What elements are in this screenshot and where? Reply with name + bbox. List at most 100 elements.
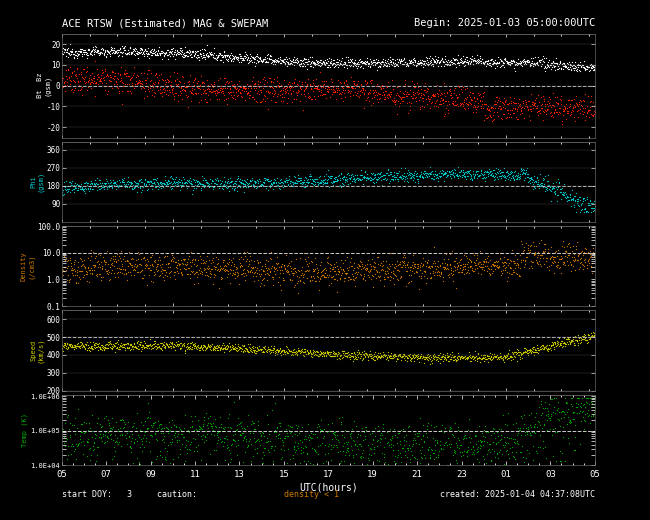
Point (429, 92, 439, 100)
Point (321, 464, 332, 473)
Point (229, 435, 240, 444)
Point (536, 179, 546, 187)
Point (561, 114, 571, 123)
Point (71, 278, 81, 287)
Point (572, 67, 582, 75)
Point (359, 346, 369, 355)
Point (521, 60, 532, 68)
Point (403, 82, 413, 90)
Point (109, 342, 120, 350)
Point (103, 180, 114, 189)
Point (408, 351, 418, 359)
Point (134, 260, 144, 268)
Point (84, 185, 95, 193)
Point (487, 355, 497, 363)
Point (315, 425, 325, 433)
Point (423, 255, 434, 264)
Point (288, 180, 298, 188)
Point (374, 276, 385, 284)
Point (578, 194, 588, 203)
Point (84, 424, 95, 432)
Point (135, 69, 146, 77)
Point (354, 55, 365, 63)
Point (233, 342, 243, 350)
Point (115, 344, 125, 353)
Point (406, 354, 417, 362)
Point (142, 399, 153, 407)
Point (427, 98, 437, 106)
Point (414, 358, 424, 366)
Point (345, 58, 356, 66)
Point (85, 342, 96, 350)
Point (205, 50, 216, 58)
Point (200, 343, 211, 352)
Point (343, 348, 353, 357)
Point (428, 91, 439, 99)
Point (511, 99, 521, 108)
Point (168, 342, 179, 350)
Point (122, 428, 132, 437)
Point (153, 343, 163, 352)
Point (408, 94, 419, 102)
Point (567, 104, 578, 112)
Point (281, 432, 292, 440)
Point (583, 63, 593, 71)
Point (285, 429, 296, 437)
Point (229, 340, 240, 348)
Point (299, 279, 309, 287)
Point (116, 340, 126, 348)
Point (331, 258, 341, 266)
Point (458, 353, 468, 361)
Point (112, 181, 123, 190)
Point (342, 353, 352, 361)
Point (300, 347, 311, 355)
Point (443, 106, 453, 114)
Point (441, 264, 452, 272)
Point (257, 427, 267, 436)
Point (486, 171, 496, 179)
Point (354, 176, 365, 184)
Point (374, 431, 385, 439)
Point (122, 276, 132, 284)
Point (189, 259, 200, 268)
Point (389, 168, 399, 176)
Point (187, 190, 198, 198)
Point (196, 72, 206, 81)
Point (279, 446, 289, 454)
Point (65, 340, 75, 348)
Point (264, 346, 274, 355)
Point (578, 400, 589, 408)
Point (307, 267, 318, 275)
Point (249, 177, 259, 185)
Point (105, 343, 115, 352)
Point (242, 89, 252, 98)
Point (221, 95, 231, 103)
Point (490, 172, 501, 180)
Point (74, 70, 85, 78)
Point (60, 263, 70, 271)
Point (374, 90, 384, 98)
Point (101, 50, 112, 59)
Point (480, 174, 490, 183)
Point (394, 267, 404, 275)
Point (352, 80, 362, 88)
Point (99, 48, 110, 57)
Point (541, 184, 552, 192)
Point (137, 186, 148, 194)
Point (374, 174, 384, 182)
Point (452, 356, 462, 365)
Point (589, 206, 599, 215)
Point (379, 175, 389, 183)
Point (311, 182, 321, 190)
Point (349, 79, 359, 87)
Point (283, 54, 294, 62)
Point (92, 80, 103, 88)
Point (121, 340, 131, 348)
Point (177, 341, 187, 349)
Point (427, 434, 437, 443)
Point (214, 267, 224, 275)
Point (372, 268, 382, 276)
Point (370, 86, 381, 94)
Point (583, 106, 593, 114)
Point (121, 270, 131, 278)
